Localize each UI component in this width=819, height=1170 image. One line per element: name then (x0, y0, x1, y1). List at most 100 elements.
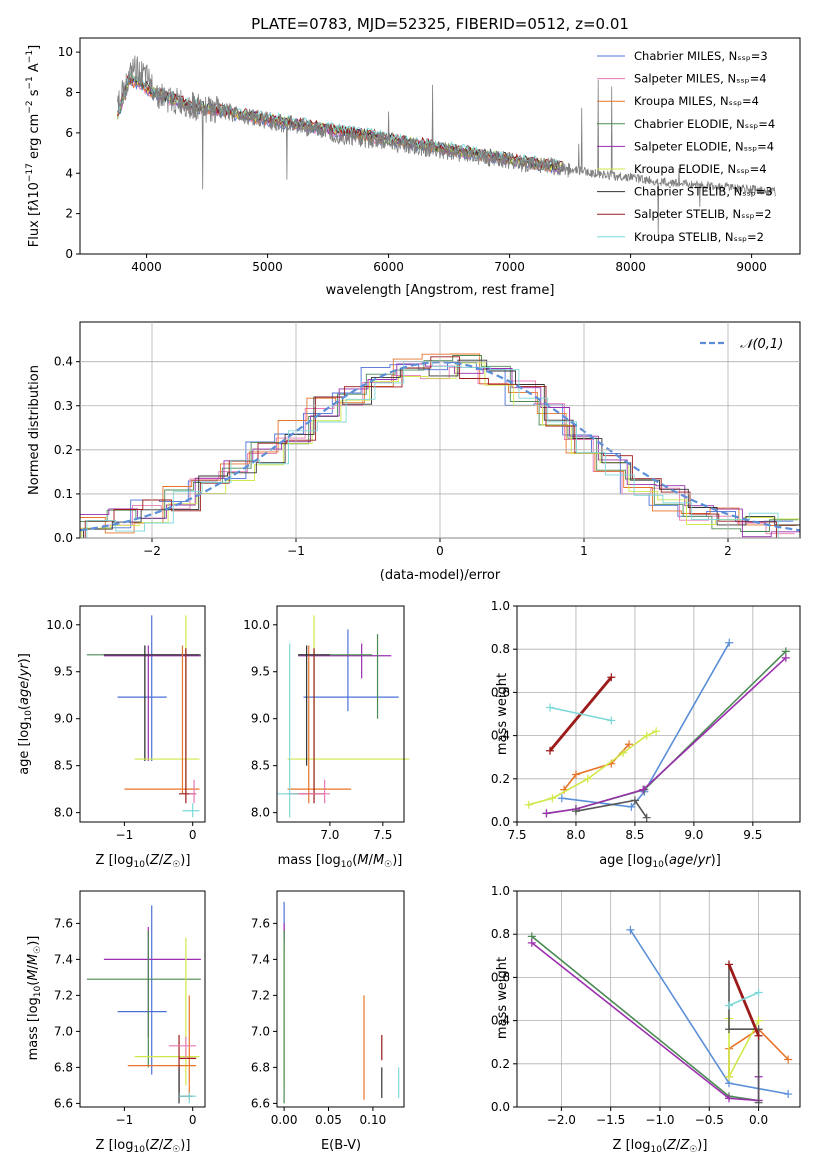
x-tick-label: 6000 (373, 260, 404, 274)
model-spectrum-line (117, 71, 564, 170)
weight-marker (784, 1055, 793, 1064)
weight-marker (725, 1025, 734, 1034)
weight-marker (754, 1098, 763, 1107)
y-tick-label: 9.5 (251, 665, 270, 679)
weight-marker (784, 1090, 793, 1099)
mass-vs-ebv-plot: 0.00 0.05 0.10 6.6 6.8 7.0 7.2 7.4 7.6 (251, 890, 405, 1127)
x-tick-label: 0 (436, 544, 444, 558)
spectrum-legend: Chabrier MILES, Nₛₛₚ=3 Salpeter MILES, Nₛ… (597, 49, 775, 244)
legend-label: Chabrier STELIB, Nₛₛₚ=3 (634, 185, 773, 199)
weight-line (575, 799, 648, 819)
legend-label: Salpeter STELIB, Nₛₛₚ=2 (634, 207, 772, 221)
legend-label: Kroupa STELIB, Nₛₛₚ=2 (634, 230, 764, 244)
weight-marker (557, 794, 566, 803)
y-tick-label: 7.4 (251, 952, 270, 966)
weight-marker (642, 731, 651, 740)
x-tick-label: 7.5 (373, 828, 392, 842)
x-tick-label: 7.0 (320, 828, 339, 842)
mass-vs-metallicity-plot: −1 0 6.6 6.8 7.0 7.2 7.4 7.6 (54, 890, 206, 1127)
y-tick-label: 0.1 (54, 487, 73, 501)
plot-frame (79, 605, 206, 823)
age-vs-metallicity-plot: −1 0 8.0 8.5 9.0 9.5 10.0 (46, 605, 206, 842)
y-tick-label: 9.0 (54, 712, 73, 726)
residual-histogram-step (80, 362, 794, 530)
weight-line (546, 650, 787, 815)
y-tick-label: 0 (65, 247, 73, 261)
y-tick-label: 7.2 (251, 988, 270, 1002)
y-tick-label: 6.8 (251, 1060, 270, 1074)
y-tick-label: 0.2 (54, 443, 73, 457)
x-tick-label: 4000 (131, 260, 162, 274)
y-tick-label: 7.6 (54, 916, 73, 930)
x-tick-label: −1 (116, 828, 134, 842)
weight-marker (725, 1072, 734, 1081)
y-tick-label: 0.0 (491, 1100, 510, 1114)
weight-marker (754, 988, 763, 997)
y-tick-label: 0.2 (491, 772, 510, 786)
mZ-ylabel: mass [log10(M/M☉)] (26, 936, 43, 1061)
mZ-xlabel: Z [log10(Z/Z☉)] (96, 1138, 191, 1155)
y-tick-label: 0.0 (491, 815, 510, 829)
legend-label: Chabrier ELODIE, Nₛₛₚ=4 (634, 117, 775, 131)
ageZ-ylabel: age [log10(age/yr)] (17, 653, 34, 775)
plot-frame (516, 605, 801, 823)
y-tick-label: 8.0 (251, 806, 270, 820)
y-tick-label: 7.0 (54, 1024, 73, 1038)
x-tick-label: 0.0 (749, 1113, 768, 1127)
weight-marker (627, 802, 636, 811)
legend-label: Kroupa ELODIE, Nₛₛₚ=4 (634, 162, 767, 176)
residual-histogram-step (86, 361, 800, 538)
legend-label: Salpeter MILES, Nₛₛₚ=4 (634, 72, 767, 86)
y-tick-label: 0.0 (54, 531, 73, 545)
x-tick-label: 8000 (615, 260, 646, 274)
x-tick-label: −1.0 (645, 1113, 674, 1127)
residual-histogram-step (84, 356, 777, 538)
residual-legend: 𝒩(0,1) (700, 337, 783, 352)
weight-line (563, 743, 630, 791)
y-tick-label: 6 (65, 126, 73, 140)
residual-plot: −2 −1 0 1 2 0.0 0.1 0.2 0.3 0.4 𝒩(0,1) (54, 321, 801, 558)
weight-marker (546, 746, 555, 755)
plot-frame (516, 890, 801, 1108)
weight-marker (571, 807, 580, 816)
weight-marker (607, 673, 616, 682)
y-tick-label: 9.5 (54, 665, 73, 679)
x-tick-label: 0.05 (315, 1113, 342, 1127)
x-tick-label: −2 (143, 544, 161, 558)
weight-marker (619, 748, 628, 757)
x-tick-label: −1 (287, 544, 305, 558)
y-tick-label: 8 (65, 86, 73, 100)
y-tick-label: 9.0 (251, 712, 270, 726)
ageZ-xlabel: Z [log10(Z/Z☉)] (96, 853, 191, 870)
weight-marker (725, 1094, 734, 1103)
wAge-xlabel: age [log10(age/yr)] (599, 853, 721, 870)
weight-marker (781, 653, 790, 662)
x-tick-label: 9.5 (743, 828, 762, 842)
ageM-xlabel: mass [log10(M/M☉)] (278, 853, 403, 870)
spectrum-xlabel: wavelength [Angstrom, rest frame] (326, 283, 555, 298)
y-tick-label: 0.4 (491, 1014, 510, 1028)
residual-histogram-step (80, 355, 799, 532)
x-tick-label: 0 (189, 1113, 197, 1127)
plot-frame (276, 605, 405, 823)
y-tick-label: 0.8 (491, 642, 510, 656)
weight-marker (642, 813, 651, 822)
weight-marker (527, 938, 536, 947)
x-tick-label: 9000 (736, 260, 767, 274)
wZ-xlabel: Z [log10(Z/Z☉)] (613, 1138, 708, 1155)
y-tick-label: 6.6 (251, 1096, 270, 1110)
plot-frame (79, 890, 206, 1108)
weight-marker (583, 774, 592, 783)
x-tick-label: 0.10 (360, 1113, 387, 1127)
y-tick-label: 10.0 (46, 618, 73, 632)
legend-label: Chabrier MILES, Nₛₛₚ=3 (634, 49, 768, 63)
y-tick-label: 0.4 (491, 729, 510, 743)
x-tick-label: −0.5 (695, 1113, 724, 1127)
weight-line (546, 657, 787, 815)
weight-marker (630, 796, 639, 805)
age-vs-mass-plot: 7.0 7.5 8.0 8.5 9.0 9.5 10.0 (243, 605, 410, 842)
y-tick-label: 7.2 (54, 988, 73, 1002)
y-tick-label: 6.8 (54, 1060, 73, 1074)
weight-marker (725, 960, 734, 969)
x-tick-label: 7.5 (507, 828, 526, 842)
